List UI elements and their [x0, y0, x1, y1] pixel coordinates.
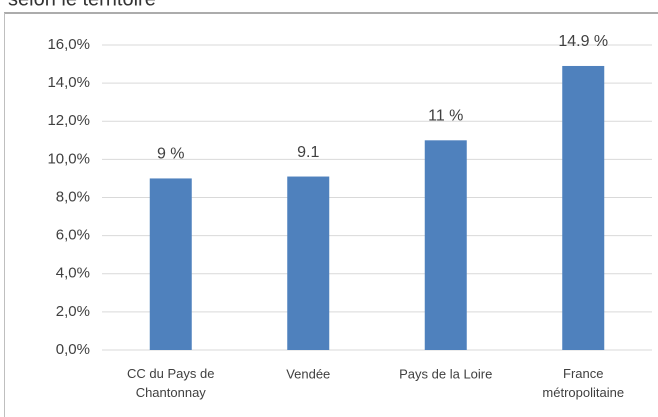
- bar: [562, 65, 605, 350]
- y-tick-label: 8,0%: [56, 188, 90, 205]
- y-tick-label: 12,0%: [47, 112, 90, 129]
- x-tick-label: CC du Pays de Chantonnay: [127, 366, 214, 400]
- x-tick-label: Vendée: [286, 366, 330, 381]
- data-label: 11 %: [428, 108, 463, 125]
- bar: [287, 176, 330, 350]
- x-tick-label: France métropolitaine: [542, 366, 624, 400]
- bar: [424, 140, 467, 350]
- y-tick-label: 10,0%: [47, 150, 90, 167]
- y-tick-label: 16,0%: [47, 36, 90, 53]
- y-tick-label: 0,0%: [56, 341, 90, 358]
- y-tick-label: 6,0%: [56, 227, 90, 244]
- data-label: 9 %: [157, 146, 185, 163]
- data-label: 9.1: [297, 144, 319, 161]
- y-tick-label: 4,0%: [56, 265, 90, 282]
- y-tick-label: 2,0%: [56, 303, 90, 320]
- x-tick-label: Pays de la Loire: [399, 366, 492, 381]
- data-label: 14.9 %: [558, 33, 608, 50]
- chart-title: selon le territoire: [8, 0, 156, 10]
- bar: [149, 178, 192, 350]
- y-tick-label: 14,0%: [47, 74, 90, 91]
